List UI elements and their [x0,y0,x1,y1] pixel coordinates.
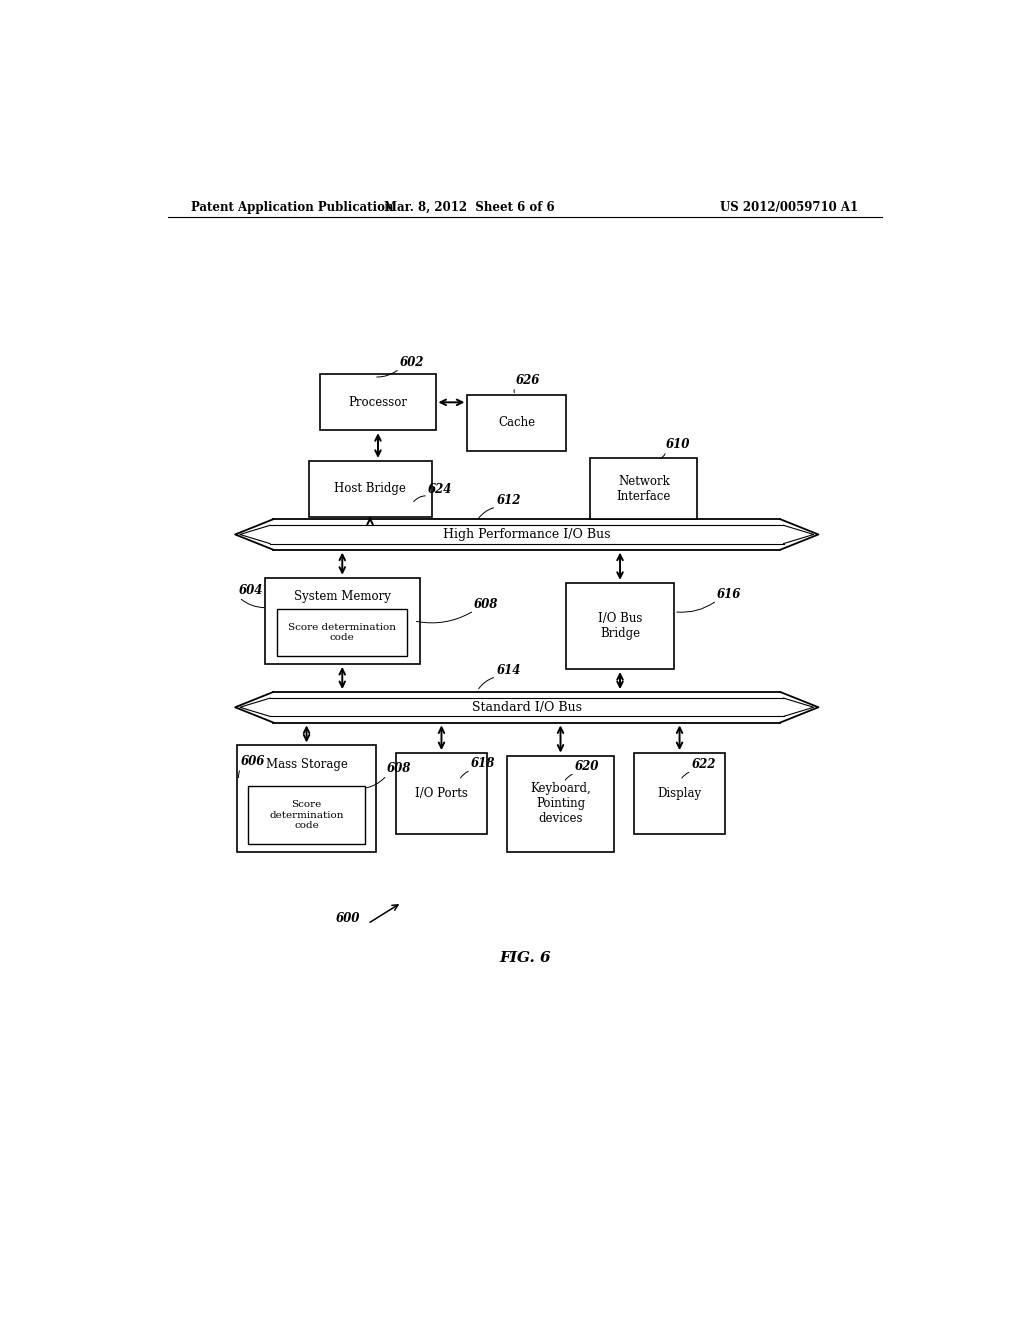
Text: 608: 608 [387,763,411,775]
Text: 614: 614 [497,664,520,677]
Bar [566,582,674,669]
Bar [278,610,408,656]
Bar [590,458,697,519]
Text: 618: 618 [471,758,496,771]
Text: 620: 620 [574,760,599,774]
Text: Host Bridge: Host Bridge [334,482,406,495]
Text: System Memory: System Memory [294,590,391,603]
Text: 610: 610 [666,438,690,451]
Text: 622: 622 [691,758,716,771]
Bar [396,752,487,834]
Text: Score
determination
code: Score determination code [269,800,344,830]
Text: 606: 606 [241,755,265,768]
Text: 604: 604 [240,585,263,598]
Text: Network
Interface: Network Interface [616,475,671,503]
Text: 602: 602 [399,356,424,368]
Text: US 2012/0059710 A1: US 2012/0059710 A1 [720,201,858,214]
Text: Mar. 8, 2012  Sheet 6 of 6: Mar. 8, 2012 Sheet 6 of 6 [384,201,555,214]
Text: Score determination
code: Score determination code [289,623,396,643]
Bar [248,787,365,843]
Bar [507,755,614,853]
Text: 616: 616 [717,587,741,601]
Bar [467,395,566,450]
Text: I/O Bus
Bridge: I/O Bus Bridge [598,612,642,640]
Text: 612: 612 [497,494,520,507]
Text: FIG. 6: FIG. 6 [499,952,551,965]
Text: High Performance I/O Bus: High Performance I/O Bus [443,528,610,541]
Text: Processor: Processor [348,396,408,409]
Bar [265,578,420,664]
Text: Display: Display [657,787,701,800]
Text: 626: 626 [515,374,540,387]
Bar [238,746,376,853]
Bar [634,752,725,834]
Text: Cache: Cache [499,416,536,429]
Text: Mass Storage: Mass Storage [265,758,347,771]
Text: 608: 608 [474,598,499,611]
Text: Standard I/O Bus: Standard I/O Bus [472,701,582,714]
Text: 624: 624 [428,483,453,496]
Bar [321,375,435,430]
Text: Patent Application Publication: Patent Application Publication [191,201,394,214]
Bar [308,461,431,516]
Text: 600: 600 [336,912,360,925]
Text: I/O Ports: I/O Ports [415,787,468,800]
Text: Keyboard,
Pointing
devices: Keyboard, Pointing devices [530,783,591,825]
